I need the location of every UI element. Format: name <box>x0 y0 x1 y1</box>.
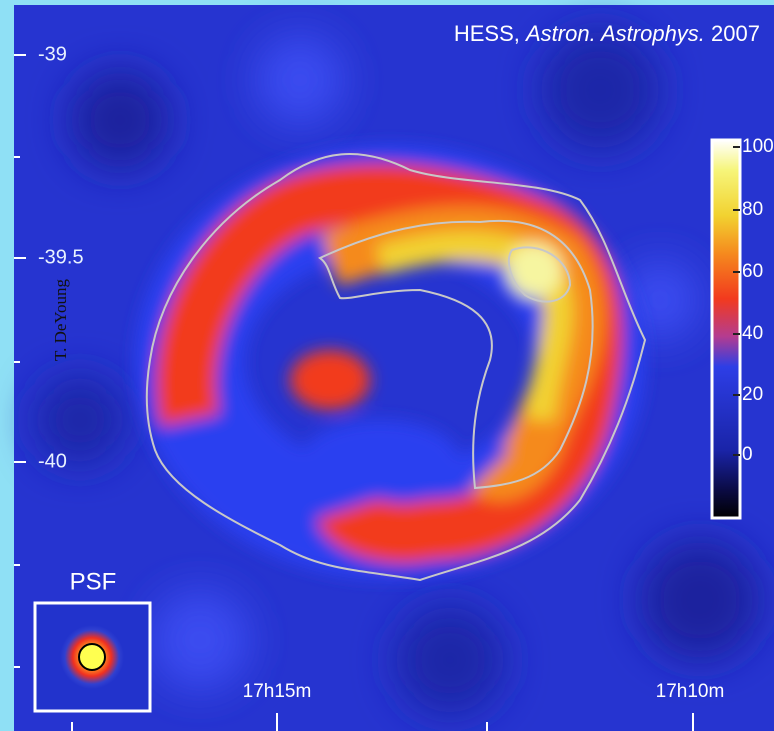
x-label: 17h15m <box>243 681 312 702</box>
credit-source: HESS, <box>454 21 520 46</box>
colorbar-label: 60 <box>742 261 763 282</box>
page: {"credit": {"source": "HESS,", "journal"… <box>0 0 774 731</box>
y-label: -39 <box>38 43 67 65</box>
colorbar-label: 20 <box>742 384 763 405</box>
credit: HESS, Astron. Astrophys. 2007 <box>454 21 760 46</box>
colorbar-label: 100 <box>742 136 774 157</box>
colorbar-label: 40 <box>742 323 763 344</box>
watermark: T. DeYoung <box>51 278 70 361</box>
x-label: 17h10m <box>656 681 725 702</box>
y-label: -40 <box>38 450 67 472</box>
sky-map: -39 -39.5 -40 T. DeYoung 17h15m 17h10m H… <box>0 0 774 731</box>
credit-journal: Astron. Astrophys. <box>524 21 705 46</box>
credit-year: 2007 <box>711 21 760 46</box>
psf-label: PSF <box>70 568 117 595</box>
colorbar-label: 0 <box>742 444 753 465</box>
colorbar-label: 80 <box>742 199 763 220</box>
y-label: -39.5 <box>38 246 84 268</box>
